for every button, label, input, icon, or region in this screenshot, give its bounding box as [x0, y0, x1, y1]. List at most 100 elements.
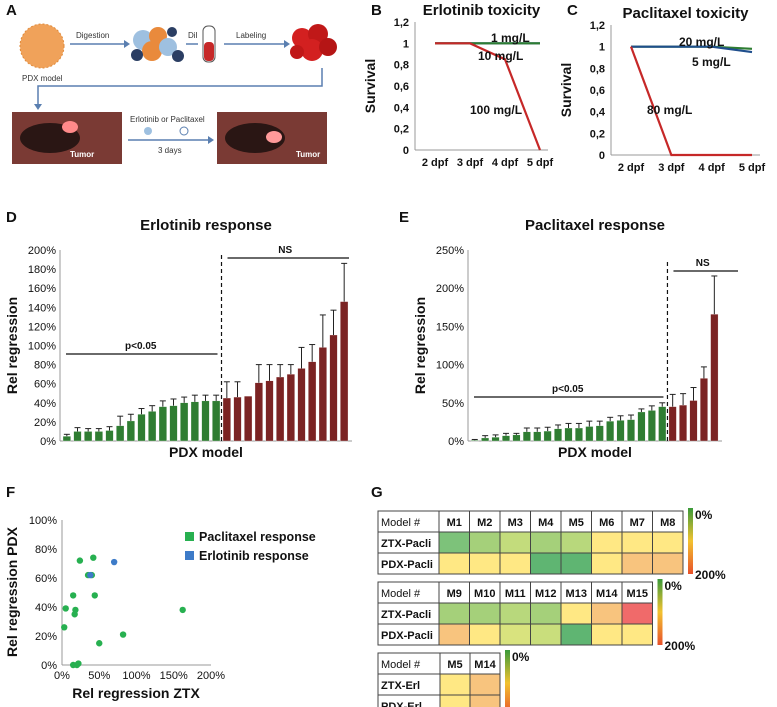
heatmap-col-header: M5 — [447, 659, 462, 671]
arrow-digestion-head — [124, 40, 130, 48]
heatmap-cell — [653, 532, 683, 553]
erl-resp-bar — [265, 380, 274, 442]
erl-tox-ylabel: Survival — [362, 59, 378, 113]
tumor-label-before: Tumor — [70, 150, 94, 159]
pac-resp-bar — [481, 437, 490, 442]
scatter-xtick: 100% — [122, 670, 150, 682]
labeled-cells-icon — [290, 24, 337, 61]
tumor-spot-before — [62, 121, 78, 133]
duration-label: 3 days — [158, 146, 182, 155]
pdx-model-label: PDX model — [22, 74, 63, 83]
erl-resp-ytick: 100% — [28, 341, 56, 353]
heatmap-cell — [561, 553, 591, 574]
heatmap-scale-max: 200% — [665, 639, 696, 653]
erl-resp-title: Erlotinib response — [140, 217, 272, 234]
heatmap-col-header: M12 — [535, 588, 556, 600]
heatmap-color-scale — [688, 508, 693, 574]
erl-resp-bar — [62, 436, 71, 442]
heatmap-cell — [439, 532, 469, 553]
erl-tox-ytick: 0,2 — [394, 124, 409, 136]
pac-resp-bar — [575, 427, 583, 442]
pill-icon — [144, 127, 152, 135]
pac-resp-bar — [533, 431, 542, 442]
scatter-ytick: 20% — [35, 631, 57, 643]
scatter-ylabel: Rel regression PDX — [4, 526, 20, 657]
pac-resp-bar — [470, 440, 479, 442]
heatmap-cell — [439, 553, 469, 574]
tumor-label-after: Tumor — [296, 150, 320, 159]
erl-tox-ytick: 1,2 — [394, 17, 409, 29]
heatmap-cell — [561, 603, 591, 624]
pac-resp-xlabel: PDX model — [558, 444, 632, 460]
pac-resp-bar — [595, 425, 604, 442]
erl-resp-bar — [169, 405, 178, 442]
erl-resp-ylabel: Rel regression — [4, 297, 20, 394]
scatter-point — [179, 606, 186, 614]
heatmap-header-label: Model # — [381, 588, 421, 600]
erl-tox-series-label: 100 mg/L — [470, 103, 522, 117]
erl-tox-ytick: 0,4 — [394, 102, 410, 114]
erlotinib-toxicity-chart: Erlotinib toxicity 0 0,2 0,4 0,6 0,8 1 1,2 2 dpf… — [362, 2, 553, 169]
heatmap-col-header: M13 — [566, 588, 587, 600]
heatmap-cell — [561, 532, 591, 553]
scatter-xtick: 150% — [160, 670, 188, 682]
erl-resp-bar — [329, 334, 338, 442]
heatmap-cell — [439, 603, 469, 624]
erl-resp-bar — [212, 400, 221, 442]
pac-tox-xtick: 4 dpf — [699, 162, 726, 174]
heatmap-col-header: M5 — [569, 517, 584, 529]
erl-resp-bar — [201, 400, 210, 442]
erl-resp-bar — [158, 406, 167, 442]
erl-resp-bar — [94, 431, 103, 442]
erl-resp-ytick: 200% — [28, 245, 56, 257]
dii-label: DiI — [188, 31, 198, 40]
scatter-point — [71, 611, 78, 618]
panel-label-d: D — [6, 209, 17, 226]
heatmap-col-header: M10 — [474, 588, 495, 600]
legend-label: Paclitaxel response — [199, 530, 316, 544]
pac-resp-bar — [564, 427, 573, 442]
erl-resp-ytick: 180% — [28, 264, 56, 276]
pac-tox-ytick: 0,2 — [590, 128, 605, 140]
heatmap-col-header: M2 — [477, 517, 492, 529]
heatmap-cell — [500, 624, 530, 645]
pac-resp-title: Paclitaxel response — [525, 217, 665, 234]
pac-tox-series-line — [631, 45, 753, 54]
erl-resp-bar — [116, 425, 125, 442]
heatmap-col-header: M7 — [630, 517, 645, 529]
model-heatmap-tables: Model # M1 M2 M3 M4 M5 M6 M7 M8 ZTX-Pacli PDX-Pacl… — [377, 508, 726, 707]
arrow-injection — [37, 68, 323, 104]
pac-tox-ytick: 1 — [599, 42, 605, 54]
erl-resp-bar — [244, 395, 253, 442]
erl-resp-bar — [297, 368, 306, 442]
pac-tox-xtick: 2 dpf — [618, 162, 645, 174]
pac-tox-title: Paclitaxel toxicity — [623, 5, 750, 22]
erl-tox-ytick: 1 — [403, 38, 409, 50]
erl-resp-bar — [126, 420, 135, 442]
pdx-tumor-icon — [20, 24, 64, 68]
arrow-labeling-head — [284, 40, 290, 48]
erl-resp-bar — [276, 376, 285, 442]
erl-resp-ns-label: NS — [278, 245, 292, 256]
scatter-ytick: 0% — [41, 660, 57, 672]
heatmap-cell — [622, 624, 652, 645]
scatter-point — [91, 592, 98, 599]
erlotinib-response-chart: Erlotinib response 0% 20% 40% 60% 80% 100% 120%… — [4, 217, 352, 460]
scatter-point — [90, 554, 97, 561]
erl-resp-ytick: 0% — [40, 436, 56, 448]
heatmap-scale-min: 0% — [665, 579, 683, 593]
paclitaxel-response-chart: Paclitaxel response 0% 50% 100% 150% 200% 250%… — [412, 217, 738, 460]
erl-resp-ytick: 140% — [28, 302, 56, 314]
scatter-xlabel: Rel regression ZTX — [72, 685, 200, 701]
scatter-point — [96, 640, 103, 647]
heatmap-cell — [500, 603, 530, 624]
erl-resp-ytick: 60% — [34, 379, 56, 391]
pac-resp-ytick: 100% — [436, 360, 464, 372]
heatmap-cell — [531, 603, 561, 624]
pac-resp-ytick: 50% — [442, 398, 464, 410]
scatter-xtick: 0% — [54, 670, 70, 682]
erl-tox-xtick: 2 dpf — [422, 157, 449, 169]
panel-label-c: C — [567, 2, 578, 19]
erl-tox-series-label: 1 mg/L — [491, 31, 530, 45]
heatmap-row-label: PDX-Pacli — [381, 630, 433, 642]
